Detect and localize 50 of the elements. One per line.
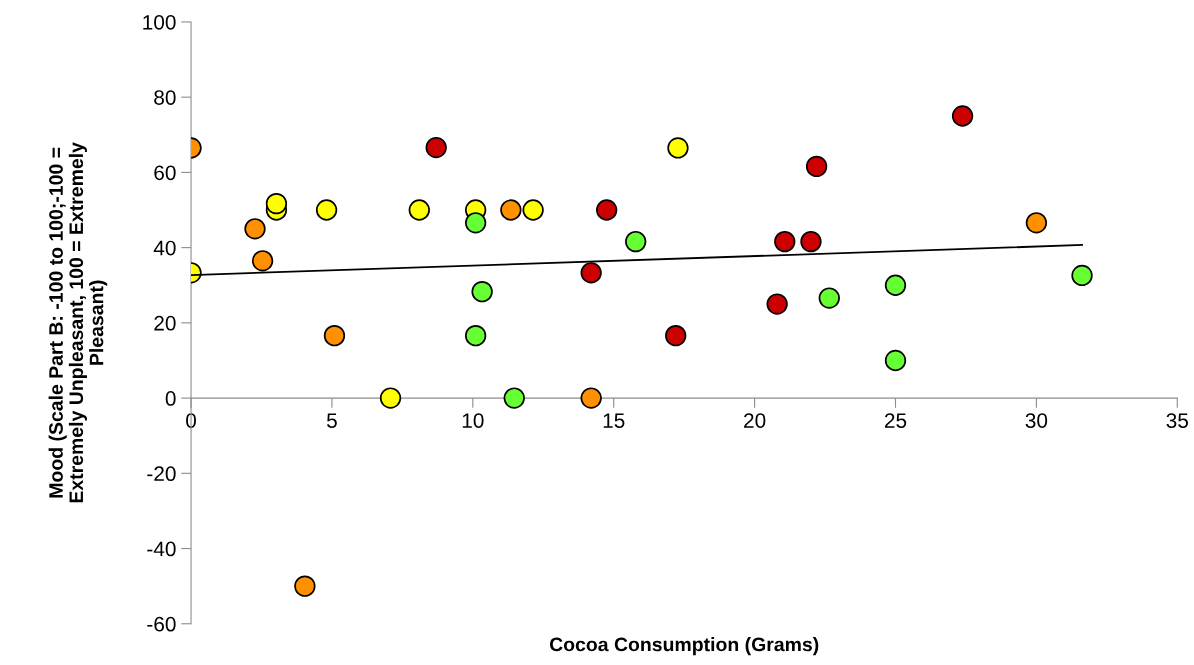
point: [323, 324, 346, 347]
y-tick-label: -20: [147, 466, 176, 482]
y-tick-label: 100: [143, 14, 176, 30]
point: [625, 230, 647, 253]
point: [251, 250, 274, 272]
point: [884, 274, 907, 296]
point: [1025, 212, 1048, 234]
y-tick-label: 0: [165, 391, 176, 406]
y-tick-label: 40: [153, 240, 176, 256]
x-axis-title: Cocoa Consumption (Grams): [549, 637, 819, 656]
point: [425, 136, 447, 159]
y-axis-title: Mood (Scale Part B: -100 to 100;-100 = Extremely Unpleasant, 100 = Extremely Pleasant): [48, 142, 108, 503]
point: [665, 324, 687, 347]
x-tick-label: 35: [1166, 413, 1188, 428]
point: [766, 293, 788, 315]
x-tick-label: 30: [1025, 413, 1048, 428]
point: [379, 387, 402, 409]
point: [580, 387, 602, 409]
point: [294, 575, 316, 597]
point: [884, 349, 907, 372]
point: [800, 230, 822, 253]
point: [818, 287, 840, 309]
point: [667, 137, 689, 159]
point: [503, 387, 525, 409]
y-tick-label: -40: [147, 541, 176, 557]
point: [471, 280, 493, 303]
point: [265, 192, 288, 215]
y-tick-label: 80: [154, 90, 176, 105]
point: [464, 324, 487, 347]
x-tick-label: 25: [884, 413, 907, 428]
point: [408, 199, 430, 221]
y-tick-label: -60: [147, 616, 176, 632]
point: [522, 199, 544, 221]
point: [596, 199, 618, 221]
x-tick-label: 0: [186, 413, 197, 428]
x-tick-label: 5: [326, 413, 337, 428]
point: [774, 230, 796, 253]
point: [500, 199, 522, 221]
x-tick-label: 15: [603, 413, 625, 428]
x-tick-label: 20: [744, 413, 766, 428]
point: [580, 262, 602, 284]
point: [951, 105, 974, 127]
x-tick-label: 10: [462, 413, 484, 428]
y-tick-label: 60: [154, 165, 176, 181]
point: [315, 199, 338, 221]
y-tick-label: 20: [154, 315, 176, 331]
point: [805, 155, 828, 178]
point: [1071, 264, 1093, 287]
point: [244, 218, 266, 240]
point: [464, 212, 487, 234]
